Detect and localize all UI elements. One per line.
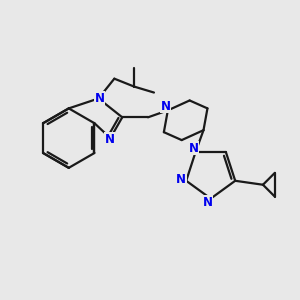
Text: N: N (176, 173, 186, 186)
Text: N: N (189, 142, 199, 154)
Text: N: N (161, 100, 171, 113)
Text: N: N (104, 133, 114, 146)
Text: N: N (203, 196, 213, 209)
Text: N: N (94, 92, 104, 105)
